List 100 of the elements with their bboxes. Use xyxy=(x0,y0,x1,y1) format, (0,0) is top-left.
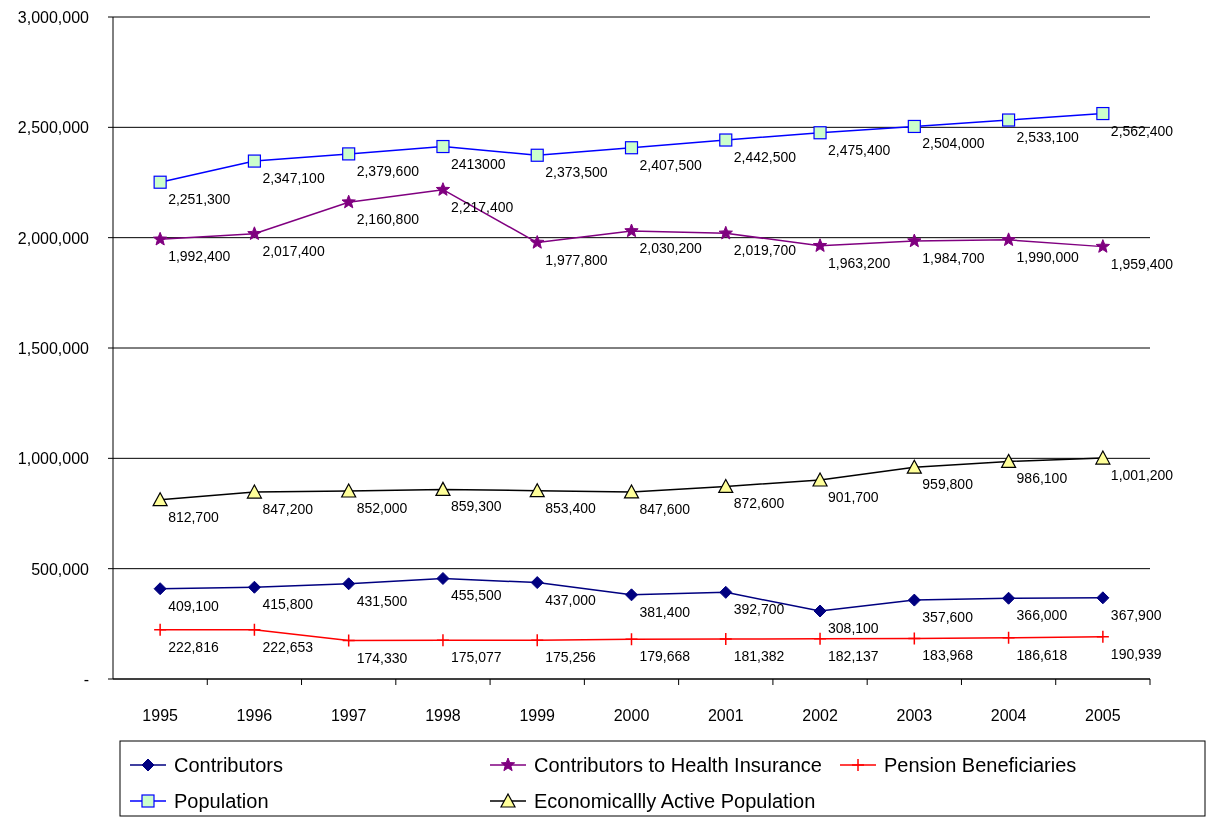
point xyxy=(813,604,827,618)
y-tick-label: 3,000,000 xyxy=(17,9,90,26)
data-label: 1,001,200 xyxy=(1110,467,1174,484)
y-tick-label: 1,500,000 xyxy=(17,340,90,357)
point xyxy=(153,582,167,596)
point xyxy=(1001,232,1016,247)
x-tick-label: 2002 xyxy=(802,707,838,724)
point xyxy=(624,141,639,155)
data-label: 852,000 xyxy=(356,499,408,516)
point xyxy=(1096,630,1110,644)
x-tick-label: 2000 xyxy=(613,707,650,724)
point xyxy=(1000,453,1017,468)
point xyxy=(153,175,167,189)
point xyxy=(719,133,733,147)
data-label: 2,019,700 xyxy=(733,242,797,259)
x-tick-label: 1999 xyxy=(519,707,556,724)
point xyxy=(247,226,262,240)
legend-label: Contributors xyxy=(174,754,283,776)
data-label: 415,800 xyxy=(262,596,314,613)
point xyxy=(435,481,451,496)
legend-label: Population xyxy=(174,790,269,812)
point xyxy=(152,492,168,507)
x-tick-label: 1997 xyxy=(330,707,367,724)
data-label: 1,977,800 xyxy=(545,251,608,268)
point xyxy=(247,623,262,637)
point xyxy=(341,633,356,648)
point xyxy=(1002,591,1016,605)
point xyxy=(341,483,357,498)
point xyxy=(530,148,544,162)
data-label: 367,900 xyxy=(1110,606,1162,623)
point xyxy=(1001,631,1016,645)
point xyxy=(1095,450,1111,465)
legend-label: Economicallly Active Population xyxy=(534,790,816,812)
point xyxy=(530,235,545,249)
point xyxy=(718,225,733,240)
data-label: 1,990,000 xyxy=(1016,248,1080,265)
data-label: 175,256 xyxy=(545,649,597,666)
point xyxy=(153,623,167,637)
data-label: 2,373,500 xyxy=(545,164,608,181)
data-label: 2,030,200 xyxy=(639,240,702,256)
x-tick-label: 1998 xyxy=(425,707,461,724)
point xyxy=(907,631,922,646)
point xyxy=(813,632,827,646)
data-label: 1,959,400 xyxy=(1110,255,1174,272)
data-label: 179,668 xyxy=(639,648,691,665)
point xyxy=(1095,239,1111,253)
point xyxy=(342,147,356,161)
data-label: 959,800 xyxy=(922,476,974,493)
x-tick-label: 1996 xyxy=(236,707,273,724)
data-label: 2,442,500 xyxy=(733,149,797,166)
data-label: 409,100 xyxy=(168,597,219,614)
point xyxy=(530,576,544,590)
point xyxy=(812,472,828,487)
x-tick-label: 2003 xyxy=(896,707,933,724)
y-tick-label: 2,000,000 xyxy=(17,229,90,247)
data-label: 222,816 xyxy=(168,638,219,655)
x-tick-label: 2005 xyxy=(1085,707,1121,724)
point xyxy=(436,633,450,648)
point xyxy=(342,577,356,591)
data-label: 901,700 xyxy=(828,489,879,506)
point xyxy=(247,154,262,168)
data-label: 1,992,400 xyxy=(168,248,231,265)
data-label: 812,700 xyxy=(168,508,219,525)
data-label: 2,160,800 xyxy=(356,211,420,228)
point xyxy=(813,126,827,140)
point xyxy=(1096,591,1110,605)
data-label: 2,347,100 xyxy=(262,170,325,187)
point xyxy=(907,233,922,248)
data-label: 381,400 xyxy=(639,603,691,620)
point xyxy=(246,484,263,499)
point xyxy=(341,194,356,209)
data-label: 2,251,300 xyxy=(168,191,231,208)
point xyxy=(529,483,545,498)
y-tick-label: 2,500,000 xyxy=(17,119,90,137)
point xyxy=(435,182,451,196)
data-label: 1,963,200 xyxy=(828,254,891,271)
data-label: 182,137 xyxy=(828,647,879,664)
data-label: 1,984,700 xyxy=(922,250,985,267)
data-label: 2413000 xyxy=(450,155,506,172)
point xyxy=(436,139,450,154)
point xyxy=(623,484,640,499)
data-label: 2,407,500 xyxy=(639,156,702,173)
data-label: 437,000 xyxy=(545,591,597,608)
point xyxy=(624,223,639,238)
point xyxy=(624,632,639,647)
data-label: 308,100 xyxy=(828,620,879,637)
data-label: 183,968 xyxy=(922,647,974,664)
point xyxy=(907,119,921,134)
data-label: 357,600 xyxy=(922,609,974,626)
data-label: 186,618 xyxy=(1016,646,1068,663)
point xyxy=(1001,113,1016,127)
data-label: 190,939 xyxy=(1110,645,1162,662)
data-label: 455,500 xyxy=(450,587,502,604)
y-tick-label: - xyxy=(83,671,89,688)
data-label: 847,600 xyxy=(639,500,691,517)
data-label: 853,400 xyxy=(545,499,597,516)
data-label: 366,000 xyxy=(1016,607,1068,624)
data-label: 2,017,400 xyxy=(262,242,325,259)
data-label: 174,330 xyxy=(356,649,408,666)
legend-label: Contributors to Health Insurance xyxy=(534,754,822,776)
